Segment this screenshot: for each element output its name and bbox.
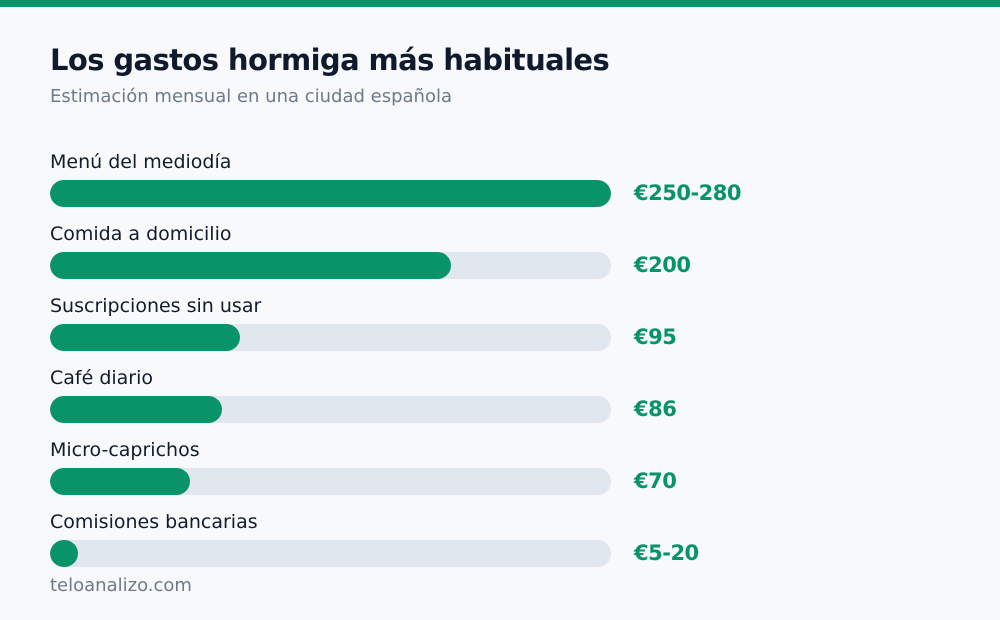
bar bbox=[50, 396, 223, 423]
chart-title: Los gastos hormiga más habituales bbox=[50, 43, 610, 77]
bar-track bbox=[50, 252, 611, 279]
bar-value-label: €70 bbox=[634, 469, 677, 493]
bar-label: Comida a domicilio bbox=[50, 223, 232, 245]
source-footer: teloanalizo.com bbox=[50, 575, 192, 596]
bar-value-label: €5-20 bbox=[634, 541, 699, 565]
bar bbox=[50, 180, 611, 207]
bar bbox=[50, 468, 191, 495]
bar-label: Café diario bbox=[50, 367, 154, 389]
bar-label: Menú del mediodía bbox=[50, 151, 232, 173]
bar-track bbox=[50, 324, 611, 351]
bar-track bbox=[50, 180, 611, 207]
bar-label: Suscripciones sin usar bbox=[50, 295, 262, 317]
bar-label: Comisiones bancarias bbox=[50, 511, 258, 533]
bar-label: Micro-caprichos bbox=[50, 439, 200, 461]
bar-value-label: €200 bbox=[634, 253, 691, 277]
bar-track bbox=[50, 540, 611, 567]
bar bbox=[50, 540, 79, 567]
bar-value-label: €86 bbox=[634, 397, 677, 421]
chart-subtitle: Estimación mensual en una ciudad español… bbox=[50, 86, 453, 107]
bar-track bbox=[50, 468, 611, 495]
bar bbox=[50, 252, 451, 279]
bar bbox=[50, 324, 241, 351]
bar-value-label: €250-280 bbox=[634, 181, 742, 205]
bar-track bbox=[50, 396, 611, 423]
top-accent-bar bbox=[0, 0, 1000, 7]
bar-value-label: €95 bbox=[634, 325, 677, 349]
